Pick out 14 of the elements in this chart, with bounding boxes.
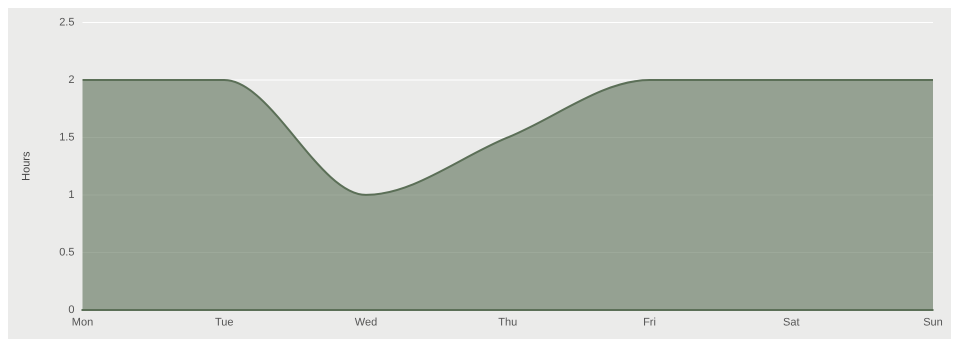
x-tick-label: Sat [782, 316, 800, 328]
y-tick-label: 1 [68, 188, 74, 201]
y-tick-label: 2.5 [59, 16, 74, 29]
x-tick-label: Mon [72, 316, 94, 328]
y-tick-label: 0.5 [59, 246, 74, 258]
y-tick-label: 0 [68, 304, 74, 316]
x-tick-label: Wed [354, 316, 378, 328]
x-tick-label: Sun [923, 316, 943, 328]
x-tick-label: Thu [498, 316, 518, 328]
y-axis-title: Hours [20, 151, 33, 181]
x-tick-label: Tue [214, 316, 234, 328]
x-tick-label: Fri [643, 316, 656, 328]
y-tick-label: 1.5 [59, 132, 74, 144]
y-tick-label: 2 [68, 74, 74, 86]
